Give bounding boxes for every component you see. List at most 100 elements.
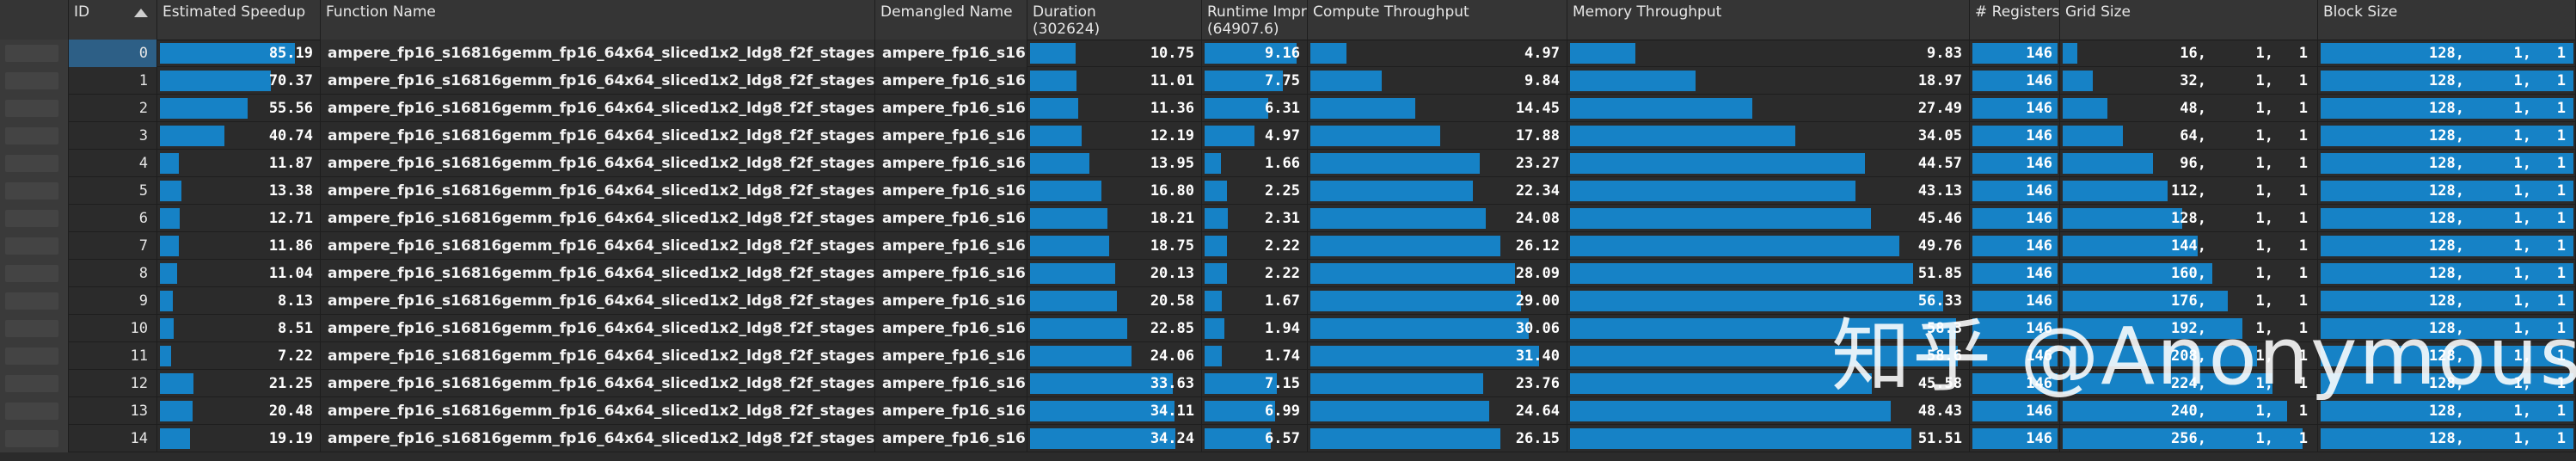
cell-id[interactable]: 1 bbox=[69, 67, 157, 95]
cell-registers[interactable]: 146 bbox=[1970, 425, 2060, 452]
cell-memory[interactable]: 27.49 bbox=[1567, 95, 1970, 122]
cell-memory[interactable]: 58.3 bbox=[1567, 315, 1970, 342]
cell-grid[interactable]: 240, 1, 1 bbox=[2060, 397, 2318, 425]
cell-id[interactable]: 8 bbox=[69, 260, 157, 287]
row-handle[interactable] bbox=[5, 430, 58, 447]
cell-id[interactable]: 0 bbox=[69, 40, 157, 67]
row-handle[interactable] bbox=[5, 347, 58, 365]
cell-memory[interactable]: 9.83 bbox=[1567, 40, 1970, 67]
cell-runtime[interactable]: 2.25 bbox=[1202, 177, 1308, 205]
header-block-size[interactable]: Block Size bbox=[2318, 0, 2576, 40]
cell-runtime[interactable]: 1.67 bbox=[1202, 287, 1308, 315]
table-row[interactable]: 4 11.87 ampere_fp16_s16816gemm_fp16_64x64_… bbox=[0, 150, 2576, 177]
cell-id[interactable]: 10 bbox=[69, 315, 157, 342]
cell-func[interactable]: ampere_fp16_s16816gemm_fp16_64x64_sliced… bbox=[321, 40, 875, 67]
cell-speedup[interactable]: 11.86 bbox=[157, 232, 321, 260]
cell-runtime[interactable]: 2.31 bbox=[1202, 205, 1308, 232]
table-row[interactable]: 1 70.37 ampere_fp16_s16816gemm_fp16_64x64_… bbox=[0, 67, 2576, 95]
cell-block[interactable]: 128, 1, 1 bbox=[2318, 287, 2576, 315]
header-id[interactable]: ID bbox=[69, 0, 157, 40]
cell-runtime[interactable]: 1.74 bbox=[1202, 342, 1308, 370]
cell-duration[interactable]: 12.19 bbox=[1027, 122, 1202, 150]
table-row[interactable]: 2 55.56 ampere_fp16_s16816gemm_fp16_64x64_… bbox=[0, 95, 2576, 122]
cell-memory[interactable]: 56.33 bbox=[1567, 287, 1970, 315]
cell-demangled[interactable]: ampere_fp16_s16... bbox=[875, 232, 1027, 260]
cell-registers[interactable]: 146 bbox=[1970, 342, 2060, 370]
cell-demangled[interactable]: ampere_fp16_s16... bbox=[875, 40, 1027, 67]
row-gutter[interactable] bbox=[0, 342, 69, 370]
cell-id[interactable]: 12 bbox=[69, 370, 157, 397]
cell-id[interactable]: 7 bbox=[69, 232, 157, 260]
cell-compute[interactable]: 17.88 bbox=[1308, 122, 1567, 150]
cell-block[interactable]: 128, 1, 1 bbox=[2318, 315, 2576, 342]
cell-grid[interactable]: 112, 1, 1 bbox=[2060, 177, 2318, 205]
cell-block[interactable]: 128, 1, 1 bbox=[2318, 425, 2576, 452]
cell-compute[interactable]: 9.84 bbox=[1308, 67, 1567, 95]
cell-block[interactable]: 128, 1, 1 bbox=[2318, 40, 2576, 67]
cell-id[interactable]: 13 bbox=[69, 397, 157, 425]
cell-block[interactable]: 128, 1, 1 bbox=[2318, 370, 2576, 397]
cell-memory[interactable]: 45.46 bbox=[1567, 205, 1970, 232]
cell-block[interactable]: 128, 1, 1 bbox=[2318, 67, 2576, 95]
cell-grid[interactable]: 16, 1, 1 bbox=[2060, 40, 2318, 67]
cell-registers[interactable]: 146 bbox=[1970, 397, 2060, 425]
cell-compute[interactable]: 22.34 bbox=[1308, 177, 1567, 205]
cell-demangled[interactable]: ampere_fp16_s16... bbox=[875, 177, 1027, 205]
row-gutter[interactable] bbox=[0, 122, 69, 150]
row-gutter[interactable] bbox=[0, 287, 69, 315]
header-compute-throughput[interactable]: Compute Throughput bbox=[1308, 0, 1567, 40]
cell-grid[interactable]: 160, 1, 1 bbox=[2060, 260, 2318, 287]
cell-speedup[interactable]: 21.25 bbox=[157, 370, 321, 397]
table-row[interactable]: 5 13.38 ampere_fp16_s16816gemm_fp16_64x64_… bbox=[0, 177, 2576, 205]
header-duration[interactable]: Duration (302624) bbox=[1027, 0, 1202, 40]
table-row[interactable]: 7 11.86 ampere_fp16_s16816gemm_fp16_64x64_… bbox=[0, 232, 2576, 260]
cell-block[interactable]: 128, 1, 1 bbox=[2318, 232, 2576, 260]
table-row[interactable]: 8 11.04 ampere_fp16_s16816gemm_fp16_64x64_… bbox=[0, 260, 2576, 287]
cell-duration[interactable]: 18.75 bbox=[1027, 232, 1202, 260]
cell-func[interactable]: ampere_fp16_s16816gemm_fp16_64x64_sliced… bbox=[321, 67, 875, 95]
cell-runtime[interactable]: 1.94 bbox=[1202, 315, 1308, 342]
row-handle[interactable] bbox=[5, 127, 58, 144]
row-gutter[interactable] bbox=[0, 397, 69, 425]
cell-speedup[interactable]: 8.13 bbox=[157, 287, 321, 315]
cell-runtime[interactable]: 4.97 bbox=[1202, 122, 1308, 150]
cell-runtime[interactable]: 1.66 bbox=[1202, 150, 1308, 177]
cell-func[interactable]: ampere_fp16_s16816gemm_fp16_64x64_sliced… bbox=[321, 177, 875, 205]
cell-speedup[interactable]: 70.37 bbox=[157, 67, 321, 95]
cell-runtime[interactable]: 6.57 bbox=[1202, 425, 1308, 452]
cell-memory[interactable]: 45.58 bbox=[1567, 370, 1970, 397]
cell-grid[interactable]: 96, 1, 1 bbox=[2060, 150, 2318, 177]
table-row[interactable]: 6 12.71 ampere_fp16_s16816gemm_fp16_64x64_… bbox=[0, 205, 2576, 232]
cell-demangled[interactable]: ampere_fp16_s16... bbox=[875, 342, 1027, 370]
cell-speedup[interactable]: 11.87 bbox=[157, 150, 321, 177]
row-gutter[interactable] bbox=[0, 370, 69, 397]
cell-id[interactable]: 9 bbox=[69, 287, 157, 315]
row-handle[interactable] bbox=[5, 292, 58, 310]
cell-speedup[interactable]: 11.04 bbox=[157, 260, 321, 287]
cell-demangled[interactable]: ampere_fp16_s16... bbox=[875, 122, 1027, 150]
table-row[interactable]: 11 7.22 ampere_fp16_s16816gemm_fp16_64x64_… bbox=[0, 342, 2576, 370]
row-handle[interactable] bbox=[5, 265, 58, 282]
cell-registers[interactable]: 146 bbox=[1970, 315, 2060, 342]
cell-compute[interactable]: 4.97 bbox=[1308, 40, 1567, 67]
row-gutter[interactable] bbox=[0, 232, 69, 260]
cell-registers[interactable]: 146 bbox=[1970, 232, 2060, 260]
cell-memory[interactable]: 51.85 bbox=[1567, 260, 1970, 287]
cell-registers[interactable]: 146 bbox=[1970, 122, 2060, 150]
cell-duration[interactable]: 11.01 bbox=[1027, 67, 1202, 95]
row-gutter[interactable] bbox=[0, 260, 69, 287]
cell-demangled[interactable]: ampere_fp16_s16... bbox=[875, 205, 1027, 232]
cell-block[interactable]: 128, 1, 1 bbox=[2318, 122, 2576, 150]
cell-memory[interactable]: 49.76 bbox=[1567, 232, 1970, 260]
cell-demangled[interactable]: ampere_fp16_s16... bbox=[875, 425, 1027, 452]
cell-runtime[interactable]: 7.15 bbox=[1202, 370, 1308, 397]
cell-memory[interactable]: 34.05 bbox=[1567, 122, 1970, 150]
cell-duration[interactable]: 34.24 bbox=[1027, 425, 1202, 452]
cell-compute[interactable]: 14.45 bbox=[1308, 95, 1567, 122]
cell-registers[interactable]: 146 bbox=[1970, 95, 2060, 122]
cell-func[interactable]: ampere_fp16_s16816gemm_fp16_64x64_sliced… bbox=[321, 150, 875, 177]
cell-registers[interactable]: 146 bbox=[1970, 260, 2060, 287]
cell-demangled[interactable]: ampere_fp16_s16... bbox=[875, 315, 1027, 342]
row-gutter[interactable] bbox=[0, 177, 69, 205]
cell-duration[interactable]: 33.63 bbox=[1027, 370, 1202, 397]
